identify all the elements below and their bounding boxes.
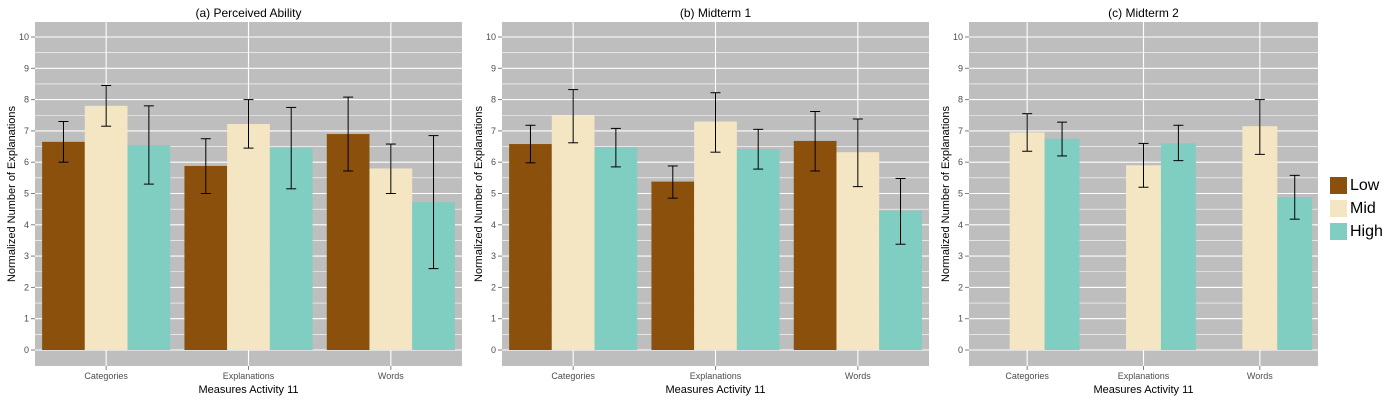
y-tick-label: 5 [24,189,29,199]
y-tick-label: 6 [958,157,963,167]
bar-mid-categories [84,105,128,350]
y-tick-label: 0 [491,345,496,355]
chart-title: (b) Midterm 1 [680,6,752,20]
y-tick-label: 5 [958,189,963,199]
y-tick-label: 1 [491,314,496,324]
x-axis-label: Measures Activity 11 [198,384,298,396]
x-axis-label: Measures Activity 11 [1093,384,1193,396]
legend-label-high: High [1350,222,1383,240]
bar-mid-explanations [1126,165,1161,350]
legend-swatch-low [1330,177,1347,194]
y-tick-label: 10 [19,32,29,42]
chart-panel-2: 0 1 2 3 4 5 6 7 8 9 10 Categories Explanations Words (… [473,6,929,396]
bar-mid-words [369,168,413,350]
y-tick-label: 3 [958,251,963,261]
y-axis-label: Normalized Number of Explanations [6,105,18,282]
y-tick-label: 8 [491,95,496,105]
y-tick-label: 1 [958,314,963,324]
x-tick-label: Explanations [1118,371,1170,381]
bar-low-words [793,140,837,350]
y-tick-label: 9 [491,63,496,73]
chart-panel-3: 0 1 2 3 4 5 6 7 8 9 10 Categories Explanations Words (… [940,6,1318,396]
y-tick-label: 5 [491,189,496,199]
bar-high-categories [1044,138,1080,350]
x-tick-label: Words [1247,371,1273,381]
y-tick-label: 2 [491,282,496,292]
y-tick-label: 6 [24,157,29,167]
y-tick-label: 2 [958,282,963,292]
y-tick-label: 7 [491,126,496,136]
y-tick-label: 9 [958,63,963,73]
legend-label-low: Low [1350,176,1380,194]
y-tick-label: 4 [958,220,963,230]
x-tick-label: Explanations [690,371,742,381]
legend-item-mid: Mid [1330,197,1400,220]
legend-item-low: Low [1330,174,1400,197]
y-tick-label: 4 [24,220,29,230]
y-tick-label: 7 [958,126,963,136]
legend-label-mid: Mid [1350,199,1376,217]
legend-swatch-high [1330,223,1347,240]
x-axis-label: Measures Activity 11 [665,384,765,396]
bar-low-explanations [184,165,228,350]
y-axis-label: Normalized Number of Explanations [473,105,485,282]
bar-low-explanations [651,181,695,350]
y-tick-label: 3 [491,251,496,261]
chart-panel-1: 0 1 2 3 4 5 6 7 8 9 10 Categories Explanations Words (… [6,6,462,396]
y-tick-label: 10 [953,32,963,42]
y-tick-label: 4 [491,220,496,230]
legend-swatch-mid [1330,200,1347,217]
bar-low-categories [509,144,552,350]
x-tick-label: Words [378,371,404,381]
bar-low-categories [42,141,85,350]
y-tick-label: 0 [24,345,29,355]
bar-mid-explanations [694,121,737,350]
y-tick-label: 1 [24,314,29,324]
y-tick-label: 0 [958,345,963,355]
bar-mid-words [1242,126,1278,350]
chart-title: (c) Midterm 2 [1108,6,1179,20]
y-axis-label: Normalized Number of Explanations [940,105,952,282]
x-tick-label: Categories [84,371,128,381]
bar-mid-categories [1009,132,1045,350]
y-tick-label: 8 [958,95,963,105]
y-tick-label: 8 [24,95,29,105]
bar-mid-categories [551,115,595,350]
y-tick-label: 6 [491,157,496,167]
y-tick-label: 2 [24,282,29,292]
x-tick-label: Categories [551,371,595,381]
y-tick-label: 9 [24,63,29,73]
y-tick-label: 10 [486,32,496,42]
x-tick-label: Explanations [223,371,275,381]
bar-mid-explanations [227,124,270,350]
x-tick-label: Words [845,371,871,381]
legend: Low Mid High [1330,174,1400,243]
legend-item-high: High [1330,220,1400,243]
y-tick-label: 7 [24,126,29,136]
bar-high-words [1277,197,1313,350]
bar-high-explanations [736,149,780,350]
chart-title: (a) Perceived Ability [195,6,301,20]
bar-high-explanations [1160,143,1196,350]
x-tick-label: Categories [1005,371,1049,381]
y-tick-label: 3 [24,251,29,261]
bar-high-categories [594,147,638,350]
